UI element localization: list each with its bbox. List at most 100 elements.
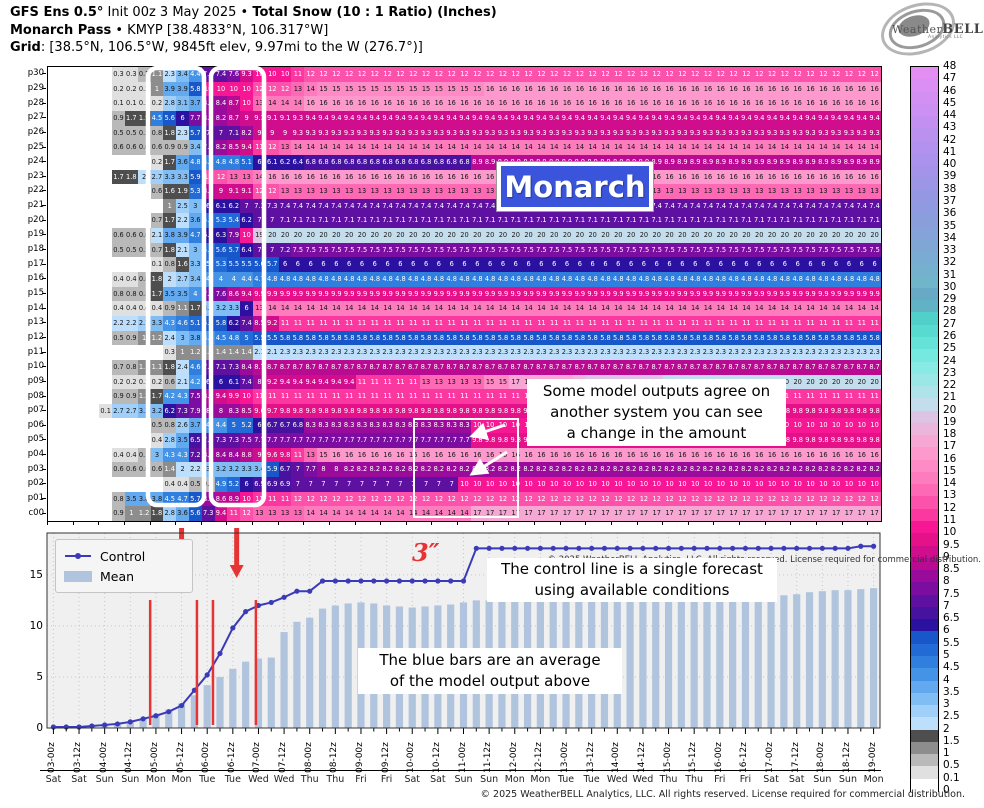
control-marker	[473, 545, 479, 551]
heatmap-cell: 20	[804, 228, 817, 243]
axis-tick	[252, 521, 254, 525]
heatmap-cell: 1	[163, 198, 177, 214]
heatmap-cell: 12	[381, 67, 394, 82]
control-marker	[243, 609, 249, 615]
heatmap-cell: 7.1	[816, 213, 830, 229]
heatmap-cell: 2.8	[163, 96, 177, 111]
colorbar-label: 24	[943, 354, 957, 367]
heatmap-cell: 9.9	[778, 286, 792, 302]
heatmap-cell: 7.5	[650, 242, 664, 258]
colorbar-segment	[911, 177, 938, 191]
heatmap-cell: 14	[611, 301, 625, 316]
mean-bar	[664, 598, 673, 728]
heatmap-cell: 8.9	[778, 154, 792, 170]
heatmap-cell: 2.3	[778, 345, 792, 360]
heatmap-cell: 8.4	[201, 96, 215, 111]
heatmap-cell: 7.6	[227, 67, 241, 82]
heatmap-cell: 7.5	[624, 242, 638, 258]
heatmap-cell: 20	[573, 228, 587, 243]
control-marker	[486, 545, 492, 551]
heatmap-cell: 16	[714, 447, 728, 463]
colorbar-segment	[911, 594, 938, 608]
heatmap-cell: 8	[214, 403, 228, 419]
heatmap-cell: 14	[304, 81, 318, 97]
heatmap-cell: 0.3	[163, 345, 177, 360]
mean-bar	[716, 597, 724, 728]
heatmap-cell: 17	[509, 374, 523, 390]
heatmap-cell: 9.4	[483, 110, 497, 126]
heatmap-cell: 12	[816, 67, 830, 82]
heatmap-cell: 11	[791, 315, 805, 331]
heatmap-cell: 9.4	[432, 110, 446, 126]
heatmap-cell: 20	[304, 228, 318, 243]
heatmap-cell: 8.7	[547, 359, 561, 375]
heatmap-cell: 20	[791, 374, 805, 390]
heatmap-cell: 6	[547, 257, 561, 273]
heatmap-cell: 7.5	[188, 389, 202, 404]
heatmap-cell: 9.4	[791, 110, 805, 126]
heatmap-cell: 16	[317, 169, 330, 185]
control-marker	[114, 721, 121, 727]
colorbar-segment	[911, 656, 938, 669]
mean-bar	[639, 598, 647, 728]
colorbar-segment	[911, 631, 938, 645]
heatmap-cell: 13	[688, 184, 702, 199]
heatmap-cell: 2.3	[688, 345, 702, 360]
heatmap-cell: 8.2	[663, 462, 676, 478]
heatmap-cell: 8.5	[253, 315, 266, 331]
heatmap-cell: 2.3	[381, 345, 394, 360]
colorbar-label: 28	[943, 305, 957, 318]
heatmap-cell: 0.8	[112, 491, 125, 507]
heatmap-cell: 9.4	[740, 110, 753, 126]
heatmap-cell: 9.3	[624, 125, 638, 141]
heatmap-cell: 0.2	[150, 374, 164, 390]
heatmap-cell: 11	[842, 389, 856, 404]
heatmap-cell: 13	[394, 184, 407, 199]
heatmap-cell: 16	[509, 81, 523, 97]
heatmap-cell: 5.8	[688, 330, 702, 346]
heatmap-cell: 14	[765, 301, 779, 316]
heatmap-cell: 13	[458, 374, 471, 390]
heatmap-cell: 4.8	[778, 272, 792, 287]
heatmap-cell: 9.8	[368, 403, 382, 419]
heatmap-cell: 7.3	[201, 506, 215, 521]
heatmap-cell: 9.9	[278, 286, 292, 302]
heatmap-cell: 4.2	[188, 374, 202, 390]
heatmap-cell: 10	[868, 418, 881, 434]
heatmap-cell: 4	[201, 272, 215, 287]
heatmap-cell: 7	[368, 477, 382, 492]
mean-bar	[831, 590, 839, 728]
heatmap-cell: 16	[509, 447, 523, 463]
heatmap-cell: 6.8	[432, 154, 446, 170]
heatmap-cell: 14	[688, 301, 702, 316]
heatmap-cell: 9.1	[265, 110, 279, 126]
heatmap-cell: 9.4	[624, 110, 638, 126]
heatmap-cell: 5.8	[752, 330, 766, 346]
heatmap-cell: 5.8	[829, 330, 843, 346]
heatmap-row-label: c00	[28, 507, 45, 518]
heatmap-cell: 12	[329, 67, 343, 82]
heatmap-cell: 13	[240, 169, 254, 185]
heatmap-cell: 16	[778, 81, 792, 97]
day-label: Sat	[430, 774, 446, 785]
heatmap-cell: 7.4	[650, 198, 664, 214]
heatmap-cell: 5.5	[253, 330, 266, 346]
heatmap-cell: 20	[663, 228, 676, 243]
heatmap-cell: 7.1	[304, 213, 318, 229]
heatmap-cell: 1.6	[163, 184, 177, 199]
colorbar-label: 33	[943, 244, 957, 257]
heatmap-cell: 7.4	[240, 374, 254, 390]
heatmap-cell: 1.1	[150, 67, 164, 82]
heatmap-cell: 14	[317, 506, 330, 521]
heatmap-cell: 7.1	[624, 213, 638, 229]
heatmap-cell: 20	[599, 228, 612, 243]
heatmap-cell: 4.8	[368, 272, 382, 287]
heatmap-cell: 5.7	[188, 125, 202, 141]
heatmap-cell: 9.4	[381, 110, 394, 126]
time-tick-label: 07-12z	[278, 742, 289, 773]
heatmap-cell: 8.7	[509, 359, 523, 375]
heatmap-cell: 15	[458, 81, 471, 97]
heatmap-cell: 8.2	[765, 462, 779, 478]
heatmap-cell: 17	[650, 506, 664, 521]
heatmap-cell: 9.4	[701, 110, 715, 126]
